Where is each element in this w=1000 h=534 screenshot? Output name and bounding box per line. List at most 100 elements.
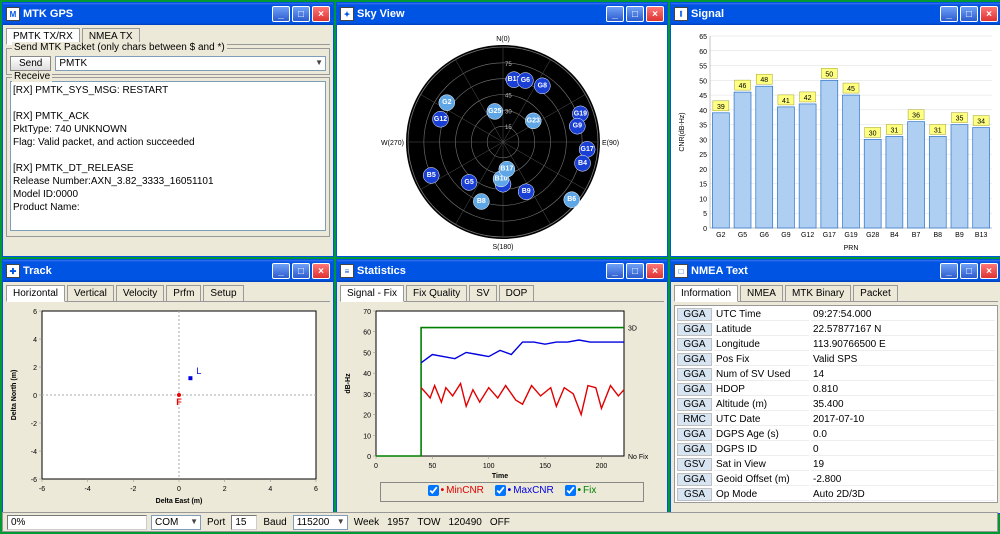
tow-label: TOW (415, 517, 442, 528)
tab-prfm[interactable]: Prfm (166, 285, 201, 301)
close-button[interactable]: × (646, 263, 664, 279)
receive-groupbox: Receive [RX] PMTK_SYS_MSG: RESTART [RX] … (6, 77, 330, 237)
nmea-title: NMEA Text (691, 265, 748, 277)
svg-text:B4: B4 (578, 160, 587, 167)
svg-text:50: 50 (428, 463, 436, 470)
svg-text:6: 6 (314, 486, 318, 493)
svg-text:25: 25 (699, 152, 707, 159)
tow-value: 120490 (447, 517, 484, 528)
maximize-button[interactable]: □ (292, 263, 310, 279)
statusbar: 0% COM Port 15 Baud 115200 Week 1957 TOW… (2, 512, 998, 532)
svg-text:75: 75 (505, 62, 512, 68)
mtk-titlebar[interactable]: M MTK GPS _ □ × (3, 3, 333, 25)
week-label: Week (352, 517, 381, 528)
maximize-button[interactable]: □ (960, 6, 978, 22)
close-button[interactable]: × (312, 6, 330, 22)
svg-text:G23: G23 (527, 117, 540, 124)
svg-text:45: 45 (847, 86, 855, 93)
mtk-icon: M (6, 7, 20, 21)
close-button[interactable]: × (312, 263, 330, 279)
pmtk-dropdown[interactable]: PMTK (55, 56, 326, 71)
mtk-title: MTK GPS (23, 8, 73, 20)
nmea-tabs: Information NMEA MTK Binary Packet (674, 285, 998, 302)
svg-text:45: 45 (505, 94, 512, 100)
tab-packet[interactable]: Packet (853, 285, 898, 301)
svg-text:31: 31 (934, 127, 942, 134)
tab-mtk-binary[interactable]: MTK Binary (785, 285, 851, 301)
svg-text:G2: G2 (442, 99, 451, 106)
svg-text:150: 150 (539, 463, 551, 470)
svg-text:4: 4 (33, 337, 37, 344)
signal-title: Signal (691, 8, 724, 20)
svg-text:50: 50 (699, 78, 707, 85)
tab-velocity[interactable]: Velocity (116, 285, 164, 301)
svg-text:E(90): E(90) (602, 140, 619, 147)
minimize-button[interactable]: _ (940, 6, 958, 22)
legend-fix[interactable]: • Fix (565, 485, 597, 496)
nmea-table: GGAUTC Time09:27:54.000GGALatitude22.578… (675, 306, 997, 503)
svg-text:65: 65 (699, 34, 707, 41)
svg-text:31: 31 (890, 127, 898, 134)
stats-titlebar[interactable]: ≡ Statistics _ □ × (337, 260, 667, 282)
nmea-titlebar[interactable]: □ NMEA Text _ □ × (671, 260, 1000, 282)
table-row: GGANum of SV Used14 (677, 368, 995, 381)
svg-text:G25: G25 (488, 108, 501, 115)
svg-text:30: 30 (869, 130, 877, 137)
minimize-button[interactable]: _ (606, 6, 624, 22)
tab-horizontal[interactable]: Horizontal (6, 285, 65, 302)
tab-dop[interactable]: DOP (499, 285, 535, 301)
tab-setup[interactable]: Setup (203, 285, 243, 301)
signal-titlebar[interactable]: ⫾ Signal _ □ × (671, 3, 1000, 25)
legend-mincnr[interactable]: • MinCNR (428, 485, 484, 496)
svg-text:0: 0 (367, 454, 371, 461)
svg-text:42: 42 (804, 95, 812, 102)
tab-information[interactable]: Information (674, 285, 738, 302)
table-row: GGAUTC Time09:27:54.000 (677, 308, 995, 321)
receive-group-title: Receive (12, 71, 52, 82)
minimize-button[interactable]: _ (272, 263, 290, 279)
svg-text:L: L (196, 366, 201, 376)
tab-fix-quality[interactable]: Fix Quality (406, 285, 467, 301)
table-row: GSVSat in View19 (677, 458, 995, 471)
baud-dropdown[interactable]: 115200 (293, 515, 348, 530)
svg-text:3D: 3D (628, 326, 637, 333)
svg-text:200: 200 (596, 463, 608, 470)
table-row: GGAGeoid Offset (m)-2.800 (677, 473, 995, 486)
maximize-button[interactable]: □ (960, 263, 978, 279)
track-titlebar[interactable]: ✚ Track _ □ × (3, 260, 333, 282)
svg-text:PRN: PRN (844, 245, 859, 252)
svg-text:G9: G9 (781, 232, 790, 239)
sky-titlebar[interactable]: ✦ Sky View _ □ × (337, 3, 667, 25)
com-dropdown[interactable]: COM (151, 515, 201, 530)
sky-icon: ✦ (340, 7, 354, 21)
receive-textarea[interactable]: [RX] PMTK_SYS_MSG: RESTART [RX] PMTK_ACK… (10, 81, 326, 231)
close-button[interactable]: × (646, 6, 664, 22)
tab-vertical[interactable]: Vertical (67, 285, 114, 301)
legend-maxcnr[interactable]: • MaxCNR (495, 485, 554, 496)
maximize-button[interactable]: □ (292, 6, 310, 22)
svg-text:6: 6 (33, 309, 37, 316)
svg-text:G17: G17 (823, 232, 836, 239)
close-button[interactable]: × (980, 263, 998, 279)
maximize-button[interactable]: □ (626, 263, 644, 279)
svg-text:60: 60 (363, 330, 371, 337)
maximize-button[interactable]: □ (626, 6, 644, 22)
send-button[interactable]: Send (10, 56, 51, 71)
nmea-table-container[interactable]: GGAUTC Time09:27:54.000GGALatitude22.578… (674, 305, 998, 503)
tab-sv[interactable]: SV (469, 285, 496, 301)
svg-text:B9: B9 (522, 188, 531, 195)
close-button[interactable]: × (980, 6, 998, 22)
svg-text:0: 0 (374, 463, 378, 470)
minimize-button[interactable]: _ (940, 263, 958, 279)
minimize-button[interactable]: _ (272, 6, 290, 22)
svg-text:W(270): W(270) (381, 140, 404, 147)
svg-text:No Fix: No Fix (628, 454, 649, 461)
svg-text:-2: -2 (31, 421, 37, 428)
svg-text:60: 60 (699, 49, 707, 56)
port-field[interactable]: 15 (231, 515, 257, 530)
minimize-button[interactable]: _ (606, 263, 624, 279)
tab-nmea[interactable]: NMEA (740, 285, 783, 301)
table-row: GGALongitude113.90766500 E (677, 338, 995, 351)
svg-text:70: 70 (363, 309, 371, 316)
tab-signal-fix[interactable]: Signal - Fix (340, 285, 404, 302)
